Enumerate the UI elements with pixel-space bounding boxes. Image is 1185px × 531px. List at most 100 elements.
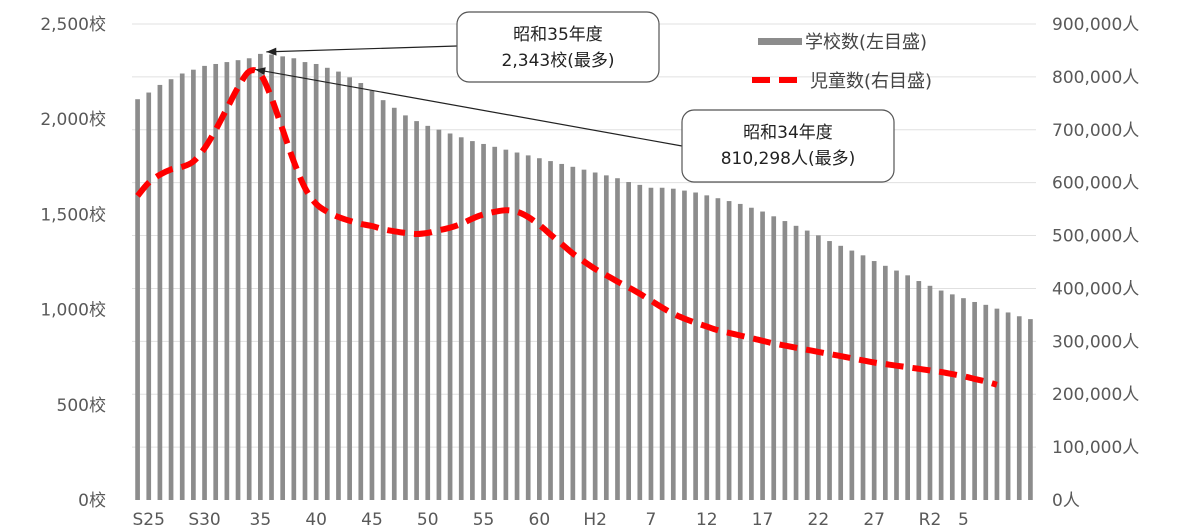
bar — [838, 245, 844, 500]
bar — [548, 161, 553, 500]
bar — [224, 62, 230, 501]
bar — [949, 294, 955, 500]
bar — [626, 182, 631, 501]
bar — [470, 141, 475, 500]
bar — [258, 53, 263, 501]
annotation-arrow — [255, 68, 683, 147]
x-tick-label: 45 — [361, 510, 383, 530]
bar — [302, 62, 308, 501]
x-tick-label: 22 — [808, 510, 830, 530]
right-y-axis: 0人 100,000人 200,000人 300,000人 400,000人 500,00… — [1052, 15, 1139, 511]
bar — [213, 63, 219, 500]
bar — [291, 58, 297, 500]
bar — [436, 129, 442, 500]
bar — [882, 265, 888, 500]
left-tick-label: 500校 — [57, 396, 106, 416]
bar — [793, 225, 799, 500]
right-tick-label: 400,000人 — [1052, 279, 1139, 299]
bar — [403, 115, 408, 500]
bar — [682, 190, 687, 500]
x-tick-label: 12 — [696, 510, 718, 530]
annotations: 昭和35年度 2,343校(最多) 昭和34年度 810,298人(最多) — [255, 11, 895, 183]
bar — [905, 275, 910, 500]
bar — [280, 56, 286, 500]
x-tick-label: 55 — [473, 510, 495, 530]
legend-label-school-count: 学校数(左目盛) — [805, 32, 927, 53]
bar — [168, 79, 174, 500]
bar — [782, 221, 788, 500]
bar — [961, 298, 966, 500]
x-tick-label: 35 — [250, 510, 272, 530]
bar — [704, 195, 710, 501]
bar — [715, 198, 721, 500]
student-count-line — [135, 67, 998, 388]
bar — [615, 178, 620, 500]
annotation-box — [681, 109, 895, 183]
x-tick-label: S30 — [188, 510, 220, 530]
bar — [202, 65, 207, 500]
bar — [670, 188, 676, 501]
bar — [391, 107, 397, 500]
bar — [380, 100, 386, 500]
bar — [1005, 312, 1011, 500]
bar — [938, 290, 944, 500]
bar — [347, 77, 352, 500]
annotation-line1: 昭和35年度 — [513, 25, 603, 45]
annotation-line2: 2,343校(最多) — [502, 51, 615, 71]
bar — [849, 250, 855, 500]
bar — [146, 92, 152, 500]
bar — [581, 169, 587, 500]
annotation-arrowhead — [266, 47, 277, 56]
bar — [916, 281, 922, 500]
bar — [927, 285, 933, 500]
annotation-arrow — [266, 45, 458, 53]
left-tick-label: 1,000校 — [40, 301, 106, 321]
bar — [726, 201, 732, 500]
x-tick-label: 40 — [305, 510, 327, 530]
bar — [1028, 319, 1033, 500]
x-tick-label: 5 — [958, 510, 969, 530]
right-tick-label: 0人 — [1052, 491, 1080, 511]
bar — [458, 137, 464, 500]
bar — [771, 216, 777, 500]
line-series-student-count — [135, 67, 998, 388]
x-tick-label: H2 — [583, 510, 607, 530]
x-tick-label: S25 — [133, 510, 165, 530]
legend: 学校数(左目盛) 児童数(右目盛) — [752, 32, 932, 92]
bar — [994, 308, 1000, 500]
right-tick-label: 100,000人 — [1052, 438, 1139, 458]
annotation-arrowhead — [255, 67, 266, 76]
right-tick-label: 300,000人 — [1052, 332, 1139, 352]
bar — [425, 125, 431, 500]
bar — [570, 166, 576, 501]
left-y-axis: 0校 500校 1,000校 1,500校 2,000校 2,500校 — [40, 15, 106, 511]
bar — [481, 143, 486, 500]
bar — [637, 184, 643, 500]
bar — [324, 67, 330, 501]
bar — [737, 203, 743, 501]
bar — [537, 158, 542, 500]
right-tick-label: 600,000人 — [1052, 174, 1139, 194]
bar — [983, 304, 989, 500]
right-tick-label: 700,000人 — [1052, 121, 1139, 141]
bar — [592, 172, 598, 500]
x-tick-label: 7 — [646, 510, 657, 530]
left-tick-label: 2,500校 — [40, 15, 106, 35]
right-tick-label: 800,000人 — [1052, 68, 1139, 88]
bar — [804, 230, 810, 501]
bar — [827, 241, 832, 500]
bar — [894, 270, 899, 500]
legend-label-student-count: 児童数(右目盛) — [810, 71, 932, 92]
bar — [179, 73, 185, 500]
bar — [871, 261, 877, 500]
legend-swatch-bar — [758, 38, 802, 45]
bar-series-school-count — [135, 53, 1033, 501]
x-tick-label: 50 — [417, 510, 439, 530]
left-tick-label: 1,500校 — [40, 205, 106, 225]
bar — [559, 163, 565, 500]
bar — [525, 155, 531, 500]
x-tick-label: 27 — [863, 510, 885, 530]
bar — [414, 121, 419, 500]
